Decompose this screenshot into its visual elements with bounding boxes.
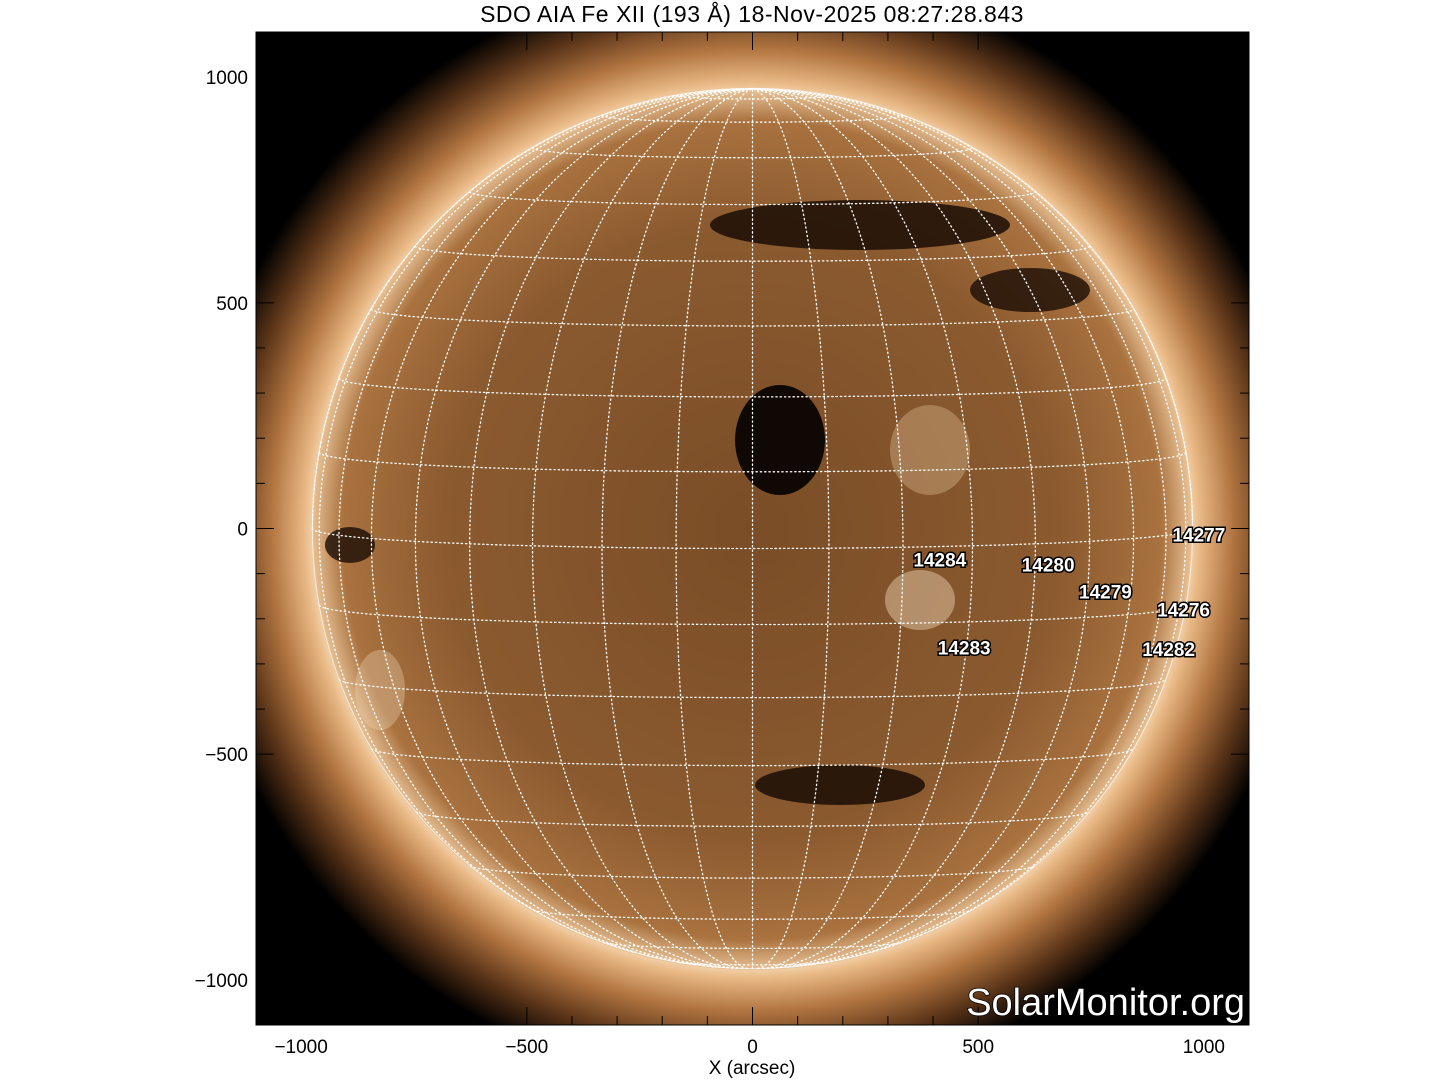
active-region-label: 14283: [938, 639, 991, 660]
active-region-label: 14277: [1172, 525, 1225, 546]
y-tick-label: −1000: [195, 971, 248, 992]
longitude-line: [751, 88, 1167, 966]
longitude-line: [414, 88, 754, 968]
limb-circle: [311, 87, 1194, 970]
x-tick-label: 0: [747, 1037, 758, 1058]
active-region-label: 14282: [1142, 640, 1195, 661]
active-region-label: 14280: [1022, 556, 1075, 577]
longitude-line: [468, 88, 754, 969]
longitude-line: [751, 88, 830, 970]
longitude-line: [751, 88, 974, 969]
latitude-line: [370, 748, 1135, 767]
watermark: SolarMonitor.org: [966, 982, 1245, 1024]
latitude-line: [318, 451, 1187, 473]
latitude-line: [469, 865, 1036, 879]
latitude-line: [601, 114, 904, 123]
longitude-line: [751, 88, 1187, 953]
active-region-label: 14284: [913, 551, 966, 572]
x-tick-label: 1000: [1183, 1037, 1225, 1058]
latitude-line: [531, 147, 974, 159]
longitude-line: [751, 88, 1037, 969]
longitude-line: [338, 88, 754, 966]
longitude-line: [318, 88, 754, 953]
latitude-line: [311, 527, 1194, 550]
plot-title: SDO AIA Fe XII (193 Å) 18-Nov-2025 08:27…: [480, 0, 1024, 27]
y-tick-label: 0: [237, 520, 248, 541]
longitude-line: [370, 88, 754, 968]
longitude-line: [751, 88, 904, 970]
longitude-line: [751, 88, 1091, 968]
latitude-line: [678, 961, 827, 966]
y-tick-label: 1000: [206, 68, 248, 89]
latitude-line: [602, 941, 903, 950]
x-tick-label: −1000: [274, 1037, 327, 1058]
x-tick-label: 500: [962, 1037, 994, 1058]
active-region-label: 14276: [1157, 601, 1210, 622]
y-tick-label: 500: [216, 294, 248, 315]
coronal-holes: [325, 200, 1090, 805]
x-axis-label: X (arcsec): [709, 1058, 796, 1079]
axes: −1000 −500 0 500 1000 −1000 −500 0 500 1000: [195, 31, 1250, 1058]
active-region-label: 14279: [1079, 583, 1132, 604]
heliographic-grid: [311, 87, 1194, 970]
y-tick-label: −500: [205, 745, 248, 766]
x-tick-label: −500: [505, 1037, 548, 1058]
longitude-line: [675, 88, 754, 970]
longitude-line: [601, 88, 754, 970]
longitude-line: [531, 88, 754, 969]
longitude-line: [751, 88, 1135, 968]
